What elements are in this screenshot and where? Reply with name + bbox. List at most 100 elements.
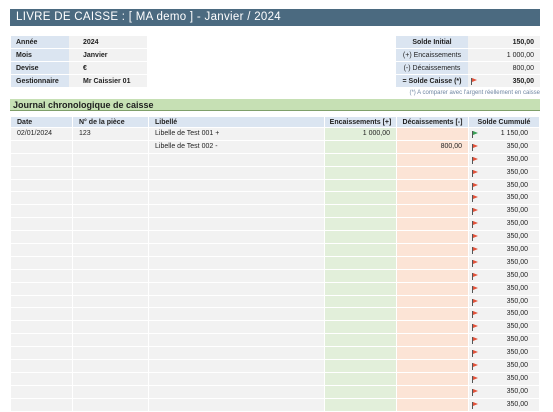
cell-encaissement[interactable] bbox=[325, 231, 397, 245]
cell-libelle[interactable] bbox=[149, 269, 325, 283]
cell-piece[interactable] bbox=[73, 372, 149, 386]
cell-piece[interactable] bbox=[73, 308, 149, 322]
cell-date[interactable] bbox=[11, 153, 73, 167]
cell-decaissement[interactable] bbox=[397, 218, 469, 232]
cell-piece[interactable] bbox=[73, 166, 149, 180]
cell-date[interactable] bbox=[11, 192, 73, 206]
info-value-gestionnaire[interactable]: Mr Caissier 01 bbox=[69, 75, 147, 88]
cell-piece[interactable] bbox=[73, 192, 149, 206]
cell-encaissement[interactable] bbox=[325, 360, 397, 373]
cell-libelle[interactable] bbox=[149, 179, 325, 193]
cell-piece[interactable] bbox=[73, 385, 149, 399]
cell-libelle[interactable] bbox=[149, 166, 325, 180]
cell-encaissement[interactable] bbox=[325, 347, 397, 361]
cell-piece[interactable] bbox=[73, 179, 149, 193]
cell-date[interactable] bbox=[11, 256, 73, 270]
cell-libelle[interactable] bbox=[149, 295, 325, 309]
cell-date[interactable] bbox=[11, 231, 73, 245]
cell-encaissement[interactable] bbox=[325, 282, 397, 296]
cell-encaissement[interactable] bbox=[325, 398, 397, 412]
cell-encaissement[interactable] bbox=[325, 269, 397, 283]
cell-libelle[interactable] bbox=[149, 308, 325, 322]
cell-decaissement[interactable] bbox=[397, 372, 469, 386]
cell-piece[interactable] bbox=[73, 269, 149, 283]
cell-encaissement[interactable] bbox=[325, 372, 397, 386]
info-value-devise[interactable]: € bbox=[69, 62, 147, 75]
cell-date[interactable] bbox=[11, 179, 73, 193]
cell-date[interactable] bbox=[11, 282, 73, 296]
cell-libelle[interactable] bbox=[149, 192, 325, 206]
cell-date[interactable] bbox=[11, 218, 73, 232]
cell-libelle[interactable]: Libelle de Test 001 + bbox=[149, 128, 325, 141]
cell-encaissement[interactable] bbox=[325, 308, 397, 322]
cell-encaissement[interactable] bbox=[325, 385, 397, 399]
cell-decaissement[interactable] bbox=[397, 347, 469, 361]
cell-decaissement[interactable] bbox=[397, 282, 469, 296]
cell-date[interactable] bbox=[11, 244, 73, 257]
cell-date[interactable] bbox=[11, 269, 73, 283]
cell-decaissement[interactable] bbox=[397, 166, 469, 180]
cell-encaissement[interactable] bbox=[325, 321, 397, 335]
cell-encaissement[interactable] bbox=[325, 179, 397, 193]
cell-piece[interactable] bbox=[73, 360, 149, 373]
cell-date[interactable] bbox=[11, 140, 73, 154]
cell-decaissement[interactable] bbox=[397, 128, 469, 141]
cell-decaissement[interactable] bbox=[397, 334, 469, 348]
cell-decaissement[interactable]: 800,00 bbox=[397, 140, 469, 154]
cell-piece[interactable] bbox=[73, 256, 149, 270]
cell-decaissement[interactable] bbox=[397, 256, 469, 270]
cell-encaissement[interactable] bbox=[325, 140, 397, 154]
cell-date[interactable] bbox=[11, 372, 73, 386]
cell-decaissement[interactable] bbox=[397, 179, 469, 193]
cell-date[interactable] bbox=[11, 334, 73, 348]
cell-encaissement[interactable] bbox=[325, 244, 397, 257]
cell-encaissement[interactable] bbox=[325, 153, 397, 167]
cell-decaissement[interactable] bbox=[397, 308, 469, 322]
cell-piece[interactable] bbox=[73, 205, 149, 219]
cell-libelle[interactable] bbox=[149, 282, 325, 296]
cell-date[interactable] bbox=[11, 321, 73, 335]
cell-libelle[interactable] bbox=[149, 153, 325, 167]
cell-piece[interactable] bbox=[73, 140, 149, 154]
info-value-annee[interactable]: 2024 bbox=[69, 36, 147, 49]
cell-piece[interactable] bbox=[73, 334, 149, 348]
cell-decaissement[interactable] bbox=[397, 192, 469, 206]
cell-encaissement[interactable] bbox=[325, 334, 397, 348]
cell-libelle[interactable] bbox=[149, 218, 325, 232]
cell-piece[interactable] bbox=[73, 244, 149, 257]
cell-decaissement[interactable] bbox=[397, 295, 469, 309]
cell-date[interactable]: 02/01/2024 bbox=[11, 128, 73, 141]
cell-piece[interactable] bbox=[73, 282, 149, 296]
cell-date[interactable] bbox=[11, 360, 73, 373]
cell-libelle[interactable] bbox=[149, 231, 325, 245]
cell-piece[interactable] bbox=[73, 398, 149, 412]
cell-date[interactable] bbox=[11, 347, 73, 361]
cell-encaissement[interactable] bbox=[325, 218, 397, 232]
cell-piece[interactable] bbox=[73, 231, 149, 245]
cell-decaissement[interactable] bbox=[397, 244, 469, 257]
cell-date[interactable] bbox=[11, 385, 73, 399]
cell-piece[interactable] bbox=[73, 347, 149, 361]
cell-decaissement[interactable] bbox=[397, 231, 469, 245]
cell-decaissement[interactable] bbox=[397, 398, 469, 412]
cell-decaissement[interactable] bbox=[397, 269, 469, 283]
cell-libelle[interactable] bbox=[149, 347, 325, 361]
solde-initial-value[interactable]: 150,00 bbox=[468, 36, 540, 49]
cell-piece[interactable] bbox=[73, 218, 149, 232]
cell-libelle[interactable] bbox=[149, 372, 325, 386]
cell-piece[interactable]: 123 bbox=[73, 128, 149, 141]
cell-libelle[interactable] bbox=[149, 385, 325, 399]
cell-libelle[interactable] bbox=[149, 398, 325, 412]
cell-decaissement[interactable] bbox=[397, 321, 469, 335]
cell-piece[interactable] bbox=[73, 153, 149, 167]
cell-piece[interactable] bbox=[73, 295, 149, 309]
cell-date[interactable] bbox=[11, 398, 73, 412]
cell-libelle[interactable] bbox=[149, 321, 325, 335]
cell-piece[interactable] bbox=[73, 321, 149, 335]
cell-encaissement[interactable]: 1 000,00 bbox=[325, 128, 397, 141]
cell-libelle[interactable] bbox=[149, 334, 325, 348]
cell-decaissement[interactable] bbox=[397, 153, 469, 167]
cell-libelle[interactable]: Libelle de Test 002 - bbox=[149, 140, 325, 154]
cell-encaissement[interactable] bbox=[325, 166, 397, 180]
cell-libelle[interactable] bbox=[149, 256, 325, 270]
